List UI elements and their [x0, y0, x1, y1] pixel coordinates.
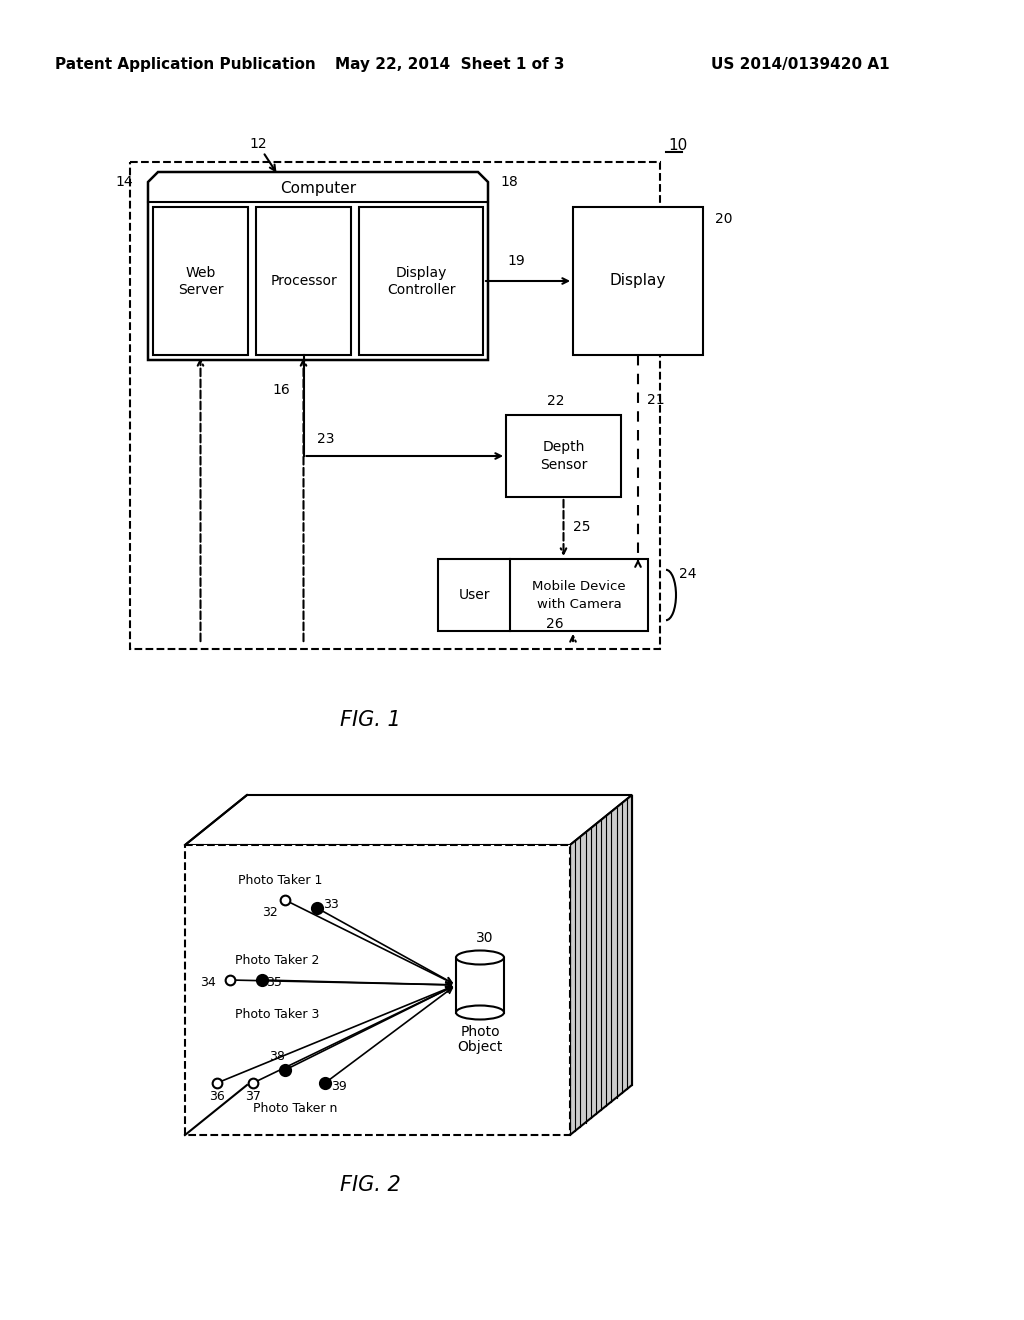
Text: 26: 26	[546, 616, 564, 631]
Text: Computer: Computer	[280, 181, 356, 195]
Text: 20: 20	[715, 213, 732, 226]
Text: 38: 38	[269, 1049, 285, 1063]
Ellipse shape	[456, 950, 504, 965]
Text: 22: 22	[547, 393, 564, 408]
Text: Photo Taker 1: Photo Taker 1	[238, 874, 323, 887]
Text: Photo Taker n: Photo Taker n	[253, 1102, 337, 1115]
FancyBboxPatch shape	[153, 207, 248, 355]
Text: 10: 10	[668, 137, 687, 153]
Text: User: User	[459, 587, 489, 602]
Text: FIG. 1: FIG. 1	[340, 710, 400, 730]
FancyBboxPatch shape	[456, 957, 504, 1012]
Ellipse shape	[456, 1006, 504, 1019]
Text: May 22, 2014  Sheet 1 of 3: May 22, 2014 Sheet 1 of 3	[335, 58, 565, 73]
Text: US 2014/0139420 A1: US 2014/0139420 A1	[711, 58, 889, 73]
Text: 12: 12	[249, 137, 267, 150]
FancyBboxPatch shape	[438, 558, 648, 631]
Text: 18: 18	[500, 176, 518, 189]
FancyBboxPatch shape	[359, 207, 483, 355]
Text: 34: 34	[201, 975, 216, 989]
Text: Display: Display	[610, 273, 667, 289]
Polygon shape	[570, 795, 632, 1135]
Polygon shape	[185, 795, 632, 845]
Text: Web: Web	[185, 267, 216, 280]
Text: 14: 14	[116, 176, 133, 189]
Text: with Camera: with Camera	[537, 598, 622, 610]
Text: Photo: Photo	[460, 1026, 500, 1040]
Text: Photo Taker 3: Photo Taker 3	[234, 1008, 319, 1022]
FancyBboxPatch shape	[573, 207, 703, 355]
Text: Controller: Controller	[387, 282, 456, 297]
Text: 25: 25	[572, 520, 590, 535]
Text: FIG. 2: FIG. 2	[340, 1175, 400, 1195]
Text: Object: Object	[458, 1040, 503, 1055]
Text: 21: 21	[647, 393, 665, 407]
FancyBboxPatch shape	[506, 414, 621, 498]
Text: Mobile Device: Mobile Device	[532, 579, 626, 593]
FancyBboxPatch shape	[256, 207, 351, 355]
Text: 36: 36	[209, 1090, 225, 1104]
Text: Display: Display	[395, 267, 446, 280]
Text: Server: Server	[178, 282, 223, 297]
Text: Depth: Depth	[543, 440, 585, 454]
Polygon shape	[148, 172, 488, 360]
Text: Patent Application Publication: Patent Application Publication	[54, 58, 315, 73]
Text: 39: 39	[331, 1080, 347, 1093]
Text: 23: 23	[316, 432, 334, 446]
Text: 16: 16	[272, 383, 291, 397]
Text: Processor: Processor	[270, 275, 337, 288]
Text: 32: 32	[262, 906, 278, 919]
Text: 24: 24	[679, 568, 696, 581]
Text: 35: 35	[266, 975, 282, 989]
Text: 37: 37	[245, 1090, 261, 1104]
Text: 19: 19	[507, 253, 525, 268]
Text: Photo Taker 2: Photo Taker 2	[234, 953, 319, 966]
Text: 30: 30	[476, 931, 494, 945]
FancyBboxPatch shape	[185, 845, 570, 1135]
Text: Sensor: Sensor	[540, 458, 587, 473]
Text: 33: 33	[324, 898, 339, 911]
